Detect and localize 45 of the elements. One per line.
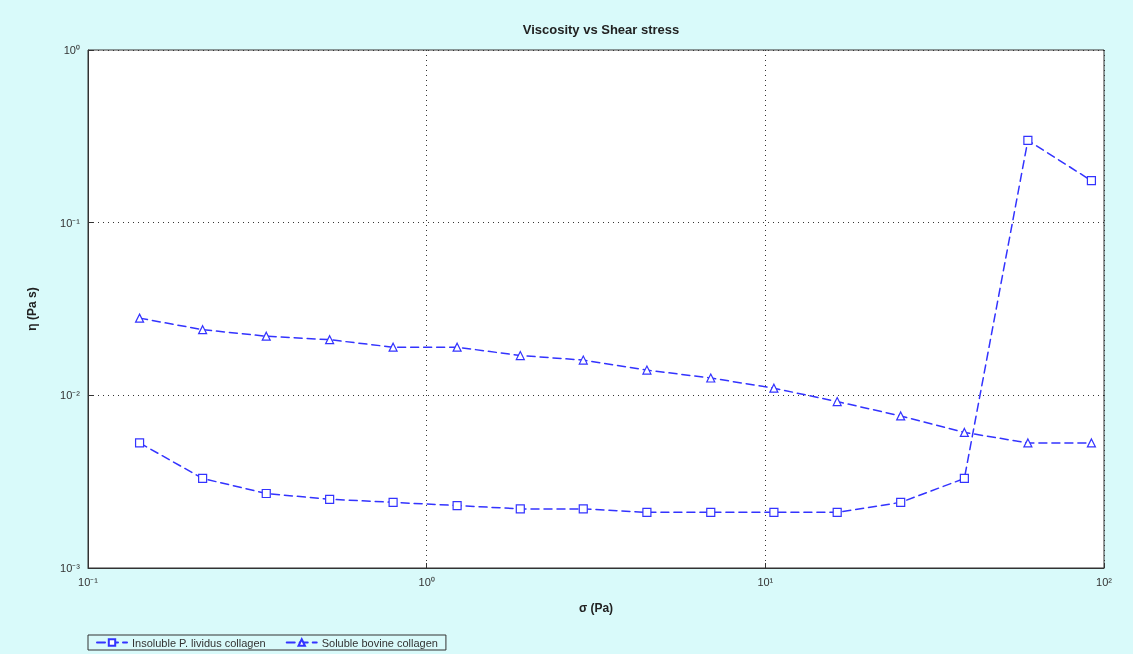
point xyxy=(959,427,969,437)
point xyxy=(325,494,335,504)
x-tick-label: 10⁻¹ xyxy=(78,575,99,588)
legend-label: Insoluble P. lividus collagen xyxy=(132,636,266,649)
point xyxy=(1086,176,1097,186)
point xyxy=(261,488,271,499)
point xyxy=(325,335,335,345)
point xyxy=(959,473,969,484)
y-tick-label: 10⁻³ xyxy=(60,562,81,574)
legend-label: Soluble bovine collagen xyxy=(321,636,438,649)
point xyxy=(388,497,398,507)
x-tick-label: 10⁰ xyxy=(418,575,435,588)
point xyxy=(452,342,462,352)
point xyxy=(642,365,652,375)
point xyxy=(769,383,779,393)
point xyxy=(1023,135,1033,145)
point xyxy=(896,411,906,421)
x-axis-title: σ (Pa) xyxy=(578,601,614,615)
point xyxy=(578,355,588,365)
point xyxy=(1086,438,1097,448)
point xyxy=(134,313,145,323)
point xyxy=(578,504,588,514)
point xyxy=(388,342,398,352)
point xyxy=(642,507,652,517)
point xyxy=(515,504,525,514)
y-tick-label: 10⁻² xyxy=(60,389,81,402)
chart-title: Viscosity vs Shear stress xyxy=(522,22,680,37)
point xyxy=(198,473,208,484)
y-tick-label: 10⁻¹ xyxy=(60,216,81,229)
point xyxy=(706,507,716,517)
point xyxy=(452,500,462,511)
point xyxy=(198,325,208,335)
point xyxy=(832,507,842,517)
y-axis-title: η (Pa s) xyxy=(25,287,39,331)
point xyxy=(769,507,779,517)
y-tick-label: 10⁰ xyxy=(63,44,80,56)
point xyxy=(706,373,716,383)
point xyxy=(832,396,842,407)
point xyxy=(134,438,145,448)
point xyxy=(515,350,525,361)
point xyxy=(1023,438,1033,448)
point xyxy=(896,497,906,507)
point xyxy=(261,331,271,341)
x-tick-label: 10¹ xyxy=(757,575,774,588)
x-tick-label: 10² xyxy=(1096,575,1113,588)
